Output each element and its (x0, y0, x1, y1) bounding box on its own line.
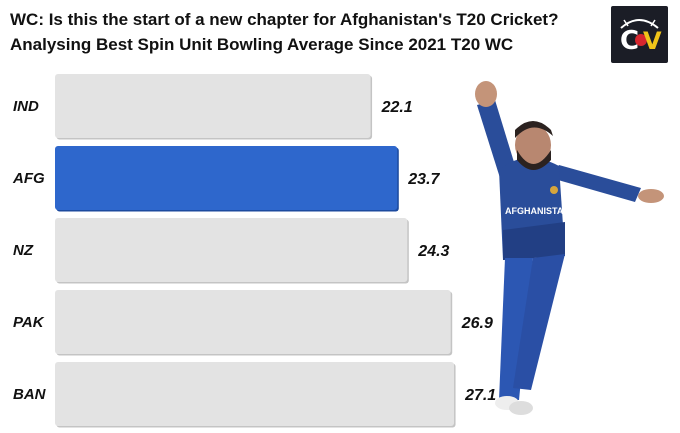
bar-ban (55, 362, 455, 426)
jersey-text: AFGHANISTAN (505, 206, 570, 216)
value-label-ind: 22.1 (381, 99, 413, 116)
value-label-ban: 27.1 (464, 387, 496, 404)
category-label-afg: AFG (12, 170, 45, 187)
bar-nz (55, 218, 408, 282)
category-label-ind: IND (13, 98, 39, 115)
title-line-1: WC: Is this the start of a new chapter f… (10, 10, 559, 29)
bar-afg (55, 146, 398, 210)
value-label-nz: 24.3 (417, 243, 449, 260)
player-photo: AFGHANISTAN (475, 81, 664, 415)
cv-logo-graphic: C V (620, 19, 662, 56)
bars-layer: IND 22.1 AFG 23.7 NZ 24.3 PAK 26.9 BAN 27.1 (12, 74, 496, 428)
bar-pak (55, 290, 451, 354)
logo-letter-v: V (643, 27, 662, 55)
category-label-nz: NZ (13, 242, 34, 259)
chart-title: WC: Is this the start of a new chapter f… (10, 7, 610, 57)
category-label-ban: BAN (13, 386, 47, 403)
cricket-ball-icon (635, 34, 647, 46)
bar-ind (55, 74, 371, 138)
title-line-2: Analysing Best Spin Unit Bowling Average… (10, 35, 514, 54)
value-label-pak: 26.9 (461, 315, 493, 332)
value-label-afg: 23.7 (407, 171, 440, 188)
cv-logo: C V (611, 6, 668, 63)
category-label-pak: PAK (13, 314, 45, 331)
logo-letter-c: C (620, 26, 639, 56)
